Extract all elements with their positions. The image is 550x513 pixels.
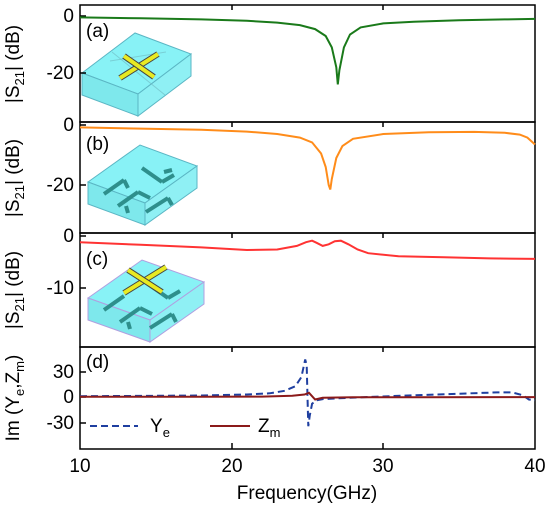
x-axis: 10 20 30 40 Frequency(GHz) bbox=[69, 5, 546, 504]
panel-d-ytick-0: 0 bbox=[63, 387, 74, 408]
xtick-20: 20 bbox=[221, 456, 242, 477]
panel-d-ytick-minus30: -30 bbox=[47, 413, 74, 434]
panel-a-ytick-minus20: -20 bbox=[47, 63, 74, 84]
panel-c-ylabel: |S21| (dB) bbox=[3, 251, 27, 329]
panel-d-y-ticks: 30 0 -30 bbox=[47, 362, 86, 434]
panel-d-ylabel: Im (Ye,Zm) bbox=[3, 355, 27, 442]
panel-a-ylabel: |S21| (dB) bbox=[3, 25, 27, 103]
xtick-40: 40 bbox=[524, 456, 545, 477]
panel-c-ytick-minus10: -10 bbox=[47, 278, 74, 299]
panel-c-label: (c) bbox=[86, 249, 108, 270]
panel-b-label: (b) bbox=[86, 134, 109, 155]
panel-b-ytick-0: 0 bbox=[63, 115, 74, 136]
panel-a: (a) 0 -20 |S21| (dB) bbox=[3, 4, 536, 123]
panel-a-ytick-0: 0 bbox=[63, 6, 74, 27]
panel-a-y-ticks: 0 -20 bbox=[47, 6, 86, 84]
series-line-zm bbox=[80, 391, 536, 401]
panel-c-y-ticks: 0 -10 bbox=[47, 226, 86, 299]
x-axis-label: Frequency(GHz) bbox=[237, 483, 377, 504]
legend: Ye Zm bbox=[90, 416, 280, 440]
inset-a-slab-with-cross bbox=[80, 32, 193, 118]
panel-d-ytick-30: 30 bbox=[53, 362, 74, 383]
inset-b-slab-with-split-rings bbox=[86, 144, 199, 226]
legend-zm-label: Zm bbox=[258, 416, 280, 440]
series-line-ye bbox=[79, 359, 536, 427]
xtick-10: 10 bbox=[69, 456, 90, 477]
panel-b-y-ticks: 0 -20 bbox=[47, 115, 86, 196]
panel-b-ylabel: |S21| (dB) bbox=[3, 139, 27, 217]
panel-c: (c) 0 -10 |S21| (dB) bbox=[3, 226, 536, 348]
panel-b: (b) 0 -20 |S21| (dB) bbox=[3, 115, 536, 234]
panel-d-label: (d) bbox=[86, 352, 109, 373]
inset-c-combined-structure bbox=[86, 259, 206, 343]
legend-ye-label: Ye bbox=[150, 416, 170, 440]
series-line-panel-c bbox=[79, 239, 536, 260]
panel-c-ytick-0: 0 bbox=[63, 226, 74, 247]
panel-b-ytick-minus20: -20 bbox=[47, 175, 74, 196]
panel-d: (d) 30 0 -30 Im (Ye,Zm) Ye Zm bbox=[3, 346, 536, 450]
series-line-panel-a bbox=[79, 16, 536, 85]
panel-a-label: (a) bbox=[86, 21, 109, 42]
series-line-panel-b bbox=[79, 126, 536, 190]
xtick-30: 30 bbox=[372, 456, 393, 477]
